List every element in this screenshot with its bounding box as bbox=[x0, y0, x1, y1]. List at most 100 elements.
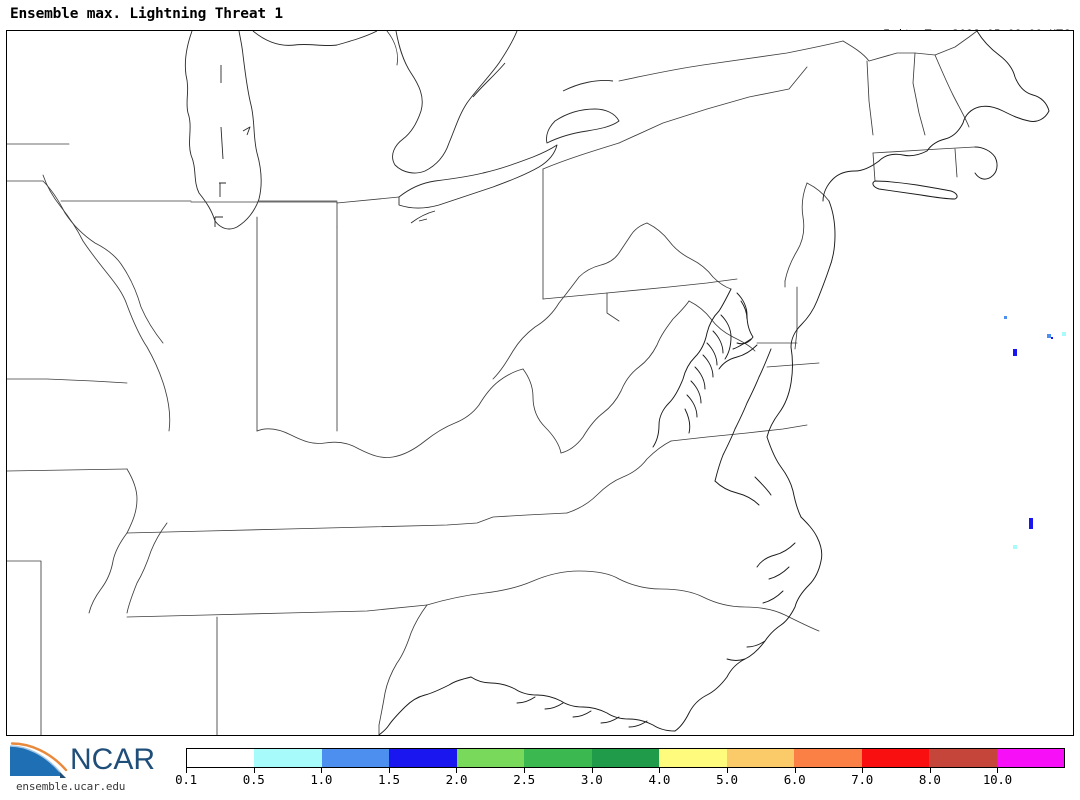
ncar-wordmark: NCAR bbox=[70, 743, 156, 776]
coastline-layer bbox=[378, 31, 1050, 735]
map-panel[interactable] bbox=[6, 30, 1074, 736]
colorbar-tick bbox=[794, 768, 796, 773]
border-nc-sc bbox=[427, 571, 819, 631]
border-tn-ga-al bbox=[127, 605, 427, 617]
threat-cell bbox=[1051, 337, 1053, 339]
lake-michigan-inner-line bbox=[214, 65, 226, 227]
lake-ontario-outline bbox=[546, 108, 620, 144]
coast-delmarva-east bbox=[766, 346, 793, 438]
colorbar-tick bbox=[186, 768, 187, 773]
colorbar-tick bbox=[524, 768, 526, 773]
colorbar-tick-label: 6.0 bbox=[783, 772, 806, 787]
border-ky-tn bbox=[127, 513, 567, 533]
border-mo-ia bbox=[7, 379, 127, 383]
border-mo-il-mississippi-2 bbox=[127, 469, 137, 533]
border-wv-va bbox=[561, 301, 689, 453]
colorbar-tick-label: 3.0 bbox=[580, 772, 603, 787]
colorbar-segment bbox=[591, 749, 660, 767]
colorbar-tick-label: 2.5 bbox=[513, 772, 535, 787]
coast-chesapeake-detail-3 bbox=[684, 366, 706, 434]
threat-cell bbox=[1029, 518, 1033, 529]
colorbar[interactable]: 0.1 0.5 1.0 1.5 2.0 2.5 3.0 4.0 5.0 6.0 7.0 8.0 10.0 bbox=[175, 748, 1065, 794]
colorbar-tick-label: 7.0 bbox=[851, 772, 873, 787]
threat-cell bbox=[1004, 316, 1007, 319]
border-md-va-eastern-shore bbox=[767, 363, 819, 367]
border-ar-tn-mississippi bbox=[89, 533, 127, 613]
border-ontario-top bbox=[387, 31, 398, 65]
coast-chesapeake-mouth bbox=[714, 476, 772, 506]
border-ky-wv-big-sandy bbox=[523, 369, 561, 453]
colorbar-segment bbox=[861, 749, 930, 767]
threat-cell bbox=[1062, 332, 1066, 336]
coast-cape-cod bbox=[974, 146, 998, 180]
colorbar-ticks bbox=[186, 768, 1065, 774]
ncar-logo[interactable]: NCAR ensemble.ucar.edu bbox=[8, 742, 176, 794]
colorbar-segment bbox=[389, 749, 457, 767]
coast-chesapeake-west bbox=[652, 288, 732, 448]
colorbar-tick-label: 0.1 bbox=[175, 772, 197, 787]
state-borders-layer bbox=[7, 53, 975, 735]
threat-cell bbox=[1013, 349, 1017, 356]
lake-erie-detail bbox=[410, 210, 436, 224]
colorbar-tick-label: 5.0 bbox=[716, 772, 738, 787]
colorbar-segment bbox=[996, 749, 1065, 767]
border-va-nc bbox=[671, 425, 807, 441]
page-title: Ensemble max. Lightning Threat 1 bbox=[10, 6, 283, 22]
border-ms-al bbox=[7, 561, 41, 735]
border-nj-pa-delaware-river bbox=[785, 183, 807, 281]
colorbar-tick bbox=[659, 768, 661, 773]
lake-michigan-outline bbox=[184, 31, 262, 230]
lake-michigan-door-peninsula bbox=[242, 126, 251, 136]
border-mo-ar-line bbox=[7, 469, 127, 471]
ncar-logo-mark bbox=[9, 742, 68, 778]
border-nh-me bbox=[935, 55, 969, 127]
colorbar-segment bbox=[929, 749, 997, 767]
border-wi-mi-in-line bbox=[191, 202, 337, 227]
coast-maine-ne bbox=[822, 31, 1050, 202]
coast-new-jersey bbox=[790, 200, 836, 348]
colorbar-tick bbox=[253, 768, 255, 773]
border-wv-va-ridge bbox=[493, 223, 647, 379]
colorbar-segment bbox=[524, 749, 592, 767]
border-wv-md-potomac bbox=[647, 223, 731, 289]
colorbar-tick-label: 1.0 bbox=[310, 772, 333, 787]
coast-virginia-nc bbox=[766, 436, 802, 518]
canada-border-layer bbox=[387, 31, 977, 81]
colorbar-tick-label: 10.0 bbox=[982, 772, 1012, 787]
map-canvas[interactable] bbox=[7, 31, 1073, 735]
threat-cell bbox=[1013, 545, 1017, 549]
colorbar-tick-label: 8.0 bbox=[918, 772, 941, 787]
border-mi-oh-line bbox=[337, 197, 399, 203]
border-tn-nc-mtns bbox=[127, 523, 167, 613]
colorbar-tick-label: 4.0 bbox=[648, 772, 671, 787]
colorbar-tick bbox=[456, 768, 458, 773]
border-ia-il-mississippi bbox=[43, 175, 170, 431]
colorbar-tick bbox=[591, 768, 593, 773]
threat-data-layer bbox=[1004, 316, 1066, 549]
border-nj-ny bbox=[807, 183, 829, 201]
coast-south-carolina bbox=[470, 676, 676, 732]
coast-pamlico-sound bbox=[756, 542, 796, 604]
colorbar-segment bbox=[187, 749, 255, 767]
lake-ontario-top bbox=[562, 80, 614, 92]
border-ny-vt bbox=[867, 61, 873, 135]
colorbar-gradient[interactable] bbox=[186, 748, 1065, 768]
border-canada-ne bbox=[843, 31, 977, 61]
coast-chesapeake-detail-2 bbox=[702, 314, 732, 378]
border-pa-ny-east bbox=[619, 67, 807, 143]
colorbar-tick bbox=[321, 768, 323, 773]
border-ga-sc bbox=[379, 605, 427, 735]
border-oh-river-kentucky bbox=[257, 369, 523, 458]
coast-chesapeake-east-shore bbox=[714, 348, 772, 482]
colorbar-tick-labels: 0.1 0.5 1.0 1.5 2.0 2.5 3.0 4.0 5.0 6.0 7.0 8.0 10.0 bbox=[175, 772, 1065, 792]
border-ct-ny bbox=[873, 153, 875, 181]
coast-long-island bbox=[872, 180, 958, 200]
colorbar-tick bbox=[862, 768, 864, 773]
threat-cell bbox=[1047, 334, 1051, 338]
colorbar-tick bbox=[388, 768, 390, 773]
border-ct-ri bbox=[955, 149, 957, 177]
lake-superior-outline bbox=[252, 31, 378, 47]
border-ma-ct-ri bbox=[873, 147, 975, 153]
border-tn-va-nc bbox=[567, 441, 671, 513]
border-pa-ny-north bbox=[543, 143, 619, 169]
